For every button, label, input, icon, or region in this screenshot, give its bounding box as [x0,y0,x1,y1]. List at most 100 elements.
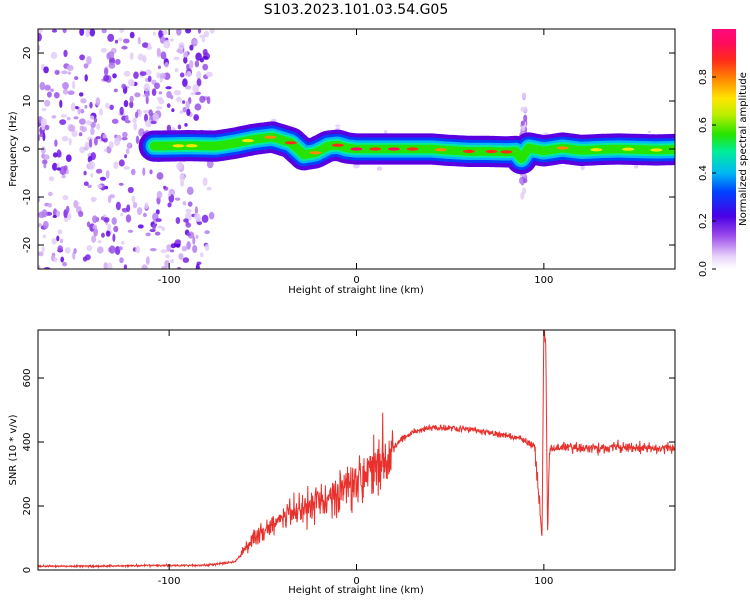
noise-speckle [56,149,62,158]
noise-speckle [42,154,50,160]
noise-speckle [156,47,161,57]
ridge-hotspot [241,139,254,143]
noise-speckle [141,264,148,269]
noise-speckle [195,263,200,269]
noise-speckle [204,230,210,235]
noise-speckle [78,210,84,217]
noise-speckle [127,186,134,194]
y-tick-label: 600 [22,368,33,387]
noise-speckle [183,56,188,64]
y-tick-label: 0 [22,146,33,152]
colorbar-tick-label: 0.2 [698,213,709,229]
noise-speckle [41,107,47,112]
noise-speckle [102,134,107,139]
noise-speckle [101,232,105,238]
noise-speckle [196,70,202,80]
noise-speckle [195,52,202,61]
noise-speckle [155,218,162,223]
ridge-hotspot [622,147,635,151]
noise-speckle [125,114,129,123]
noise-speckle [86,221,91,228]
noise-speckle [199,95,206,103]
noise-speckle [127,229,134,233]
noise-speckle [96,123,101,130]
ridge-hotspot [350,147,363,151]
noise-speckle [38,196,41,203]
noise-speckle [56,167,61,171]
noise-speckle [132,117,137,124]
noise-speckle [123,264,128,269]
noise-speckle [111,118,119,124]
noise-speckle [185,222,192,228]
noise-speckle [111,217,117,225]
noise-speckle [52,215,57,218]
noise-speckle [185,208,192,213]
noise-speckle [145,256,150,265]
noise-speckle [125,148,130,155]
x-tick-label: 100 [534,275,553,286]
noise-speckle [189,44,194,51]
y-tick-label: 0 [22,567,33,573]
noise-speckle [67,71,72,75]
y-tick-label: -10 [22,189,33,205]
noise-speckle [162,30,168,35]
noise-speckle [156,106,163,110]
colorbar-label: Normalized spectral amplitude [738,72,749,226]
noise-speckle [195,215,202,222]
noise-speckle [171,108,175,113]
noise-speckle [129,52,134,60]
noise-speckle [81,126,87,133]
noise-speckle [86,245,93,252]
band-speckle [634,165,639,169]
snr-panel: -100 0 100 0 200 400 600 Height of straight l… [8,329,676,596]
noise-speckle [108,245,116,254]
noise-speckle [156,72,161,79]
ridge-hotspot [485,149,498,154]
noise-speckle [41,246,45,253]
noise-speckle [68,138,72,146]
noise-speckle [130,80,135,87]
noise-speckle [123,38,130,44]
noise-speckle [107,33,115,42]
noise-speckle [192,245,198,253]
noise-speckle [142,54,147,64]
spike-speckle [523,106,528,113]
spike-speckle [522,92,526,98]
noise-speckle [127,142,131,148]
noise-speckle [90,173,94,178]
noise-speckle [145,69,152,76]
noise-speckle [78,132,83,137]
noise-speckle [44,124,50,131]
noise-speckle [150,120,157,125]
spike-speckle [523,114,528,122]
noise-speckle [57,229,63,235]
noise-speckle [179,72,185,78]
noise-speckle [75,106,79,110]
noise-speckle [61,114,67,118]
noise-speckle [93,117,98,123]
noise-speckle [186,70,192,77]
colorbar-tick-label: 0.6 [698,117,709,133]
ridge-hotspot [650,148,663,152]
noise-speckle [73,200,78,209]
noise-speckle [62,88,69,95]
noise-speckle [66,116,71,121]
noise-speckle [62,82,69,90]
noise-speckle [165,254,170,259]
noise-speckle [84,141,90,151]
noise-speckle [193,114,199,121]
noise-speckle [158,65,161,70]
spike-speckle [519,177,524,184]
noise-speckle [90,197,97,202]
noise-speckle [86,120,92,126]
noise-speckle [174,68,179,73]
noise-speckle [108,62,116,69]
noise-speckle [118,246,123,251]
band-speckle [384,129,388,135]
noise-speckle [133,122,137,131]
noise-speckle [80,109,85,114]
spectrogram-y-axis-label: Frequency (Hz) [8,111,19,187]
noise-speckle [149,169,153,175]
noise-speckle [64,247,71,254]
spike-speckle [522,187,527,195]
